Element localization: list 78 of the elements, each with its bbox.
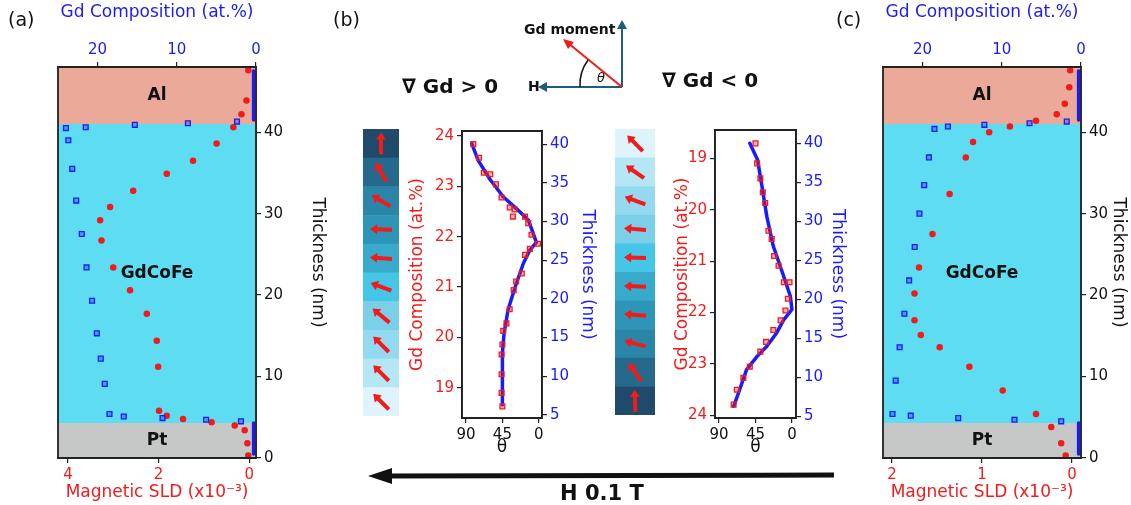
- y-tick-label: 40: [264, 122, 284, 141]
- y2-tick-label: 20: [550, 288, 570, 307]
- text: Gd moment: [524, 21, 616, 37]
- y-tick-label: 20: [434, 327, 454, 346]
- y-tick-label: 23: [687, 353, 707, 372]
- x2-axis-title: Gd Composition (at.%): [885, 0, 1079, 21]
- x-axis-title: Magnetic SLD (x10⁻³): [890, 481, 1074, 502]
- x2-tick-label: 10: [167, 39, 187, 58]
- x-tick-label: 2: [153, 464, 164, 483]
- y2-tick-label: 10: [804, 367, 824, 386]
- y-axis-title: Thickness (nm): [309, 196, 330, 328]
- band-label: GdCoFe: [120, 261, 194, 282]
- y-tick-label: 21: [687, 251, 707, 270]
- y2-tick-label: 30: [550, 211, 570, 230]
- x2-tick-label: 0: [1076, 39, 1086, 58]
- x2-tick-label: 0: [251, 39, 261, 58]
- band-label: Pt: [146, 428, 168, 449]
- y-tick-label: 22: [434, 226, 454, 245]
- y2-tick-label: 40: [550, 134, 570, 153]
- y-tick-label: 19: [434, 377, 454, 396]
- y-tick-label: 20: [687, 199, 707, 218]
- y-tick-label: 24: [434, 125, 454, 144]
- text: θ: [597, 70, 605, 85]
- x-tick-label: 4: [63, 464, 73, 483]
- y-tick-label: 20: [264, 284, 284, 303]
- y2-tick-label: 40: [804, 133, 824, 152]
- chart-title: ∇ Gd < 0: [661, 68, 759, 92]
- x-tick-label: 0: [787, 424, 797, 443]
- x2-tick-label: 10: [992, 39, 1012, 58]
- text: (b): [333, 8, 360, 30]
- y-axis-title: Gd Composition (at.%): [405, 178, 426, 371]
- y2-tick-label: 15: [804, 328, 824, 347]
- y-tick-label: 10: [1089, 366, 1109, 385]
- x-tick-label: 2: [887, 464, 897, 483]
- y-tick-label: 24: [687, 405, 707, 424]
- x-tick-label: 90: [709, 424, 729, 443]
- x-tick-label: 1: [977, 464, 987, 483]
- y-tick-label: 22: [687, 302, 707, 321]
- y-tick-label: 0: [264, 447, 274, 466]
- y2-tick-label: 10: [550, 366, 570, 385]
- y-tick-label: 10: [264, 366, 284, 385]
- text: H: [528, 78, 540, 94]
- band-label: Al: [147, 83, 167, 104]
- x-tick-label: 0: [244, 464, 254, 483]
- x2-tick-label: 20: [88, 39, 108, 58]
- band-label: GdCoFe: [945, 261, 1019, 282]
- y2-tick-label: 25: [804, 250, 824, 269]
- y2-tick-label: 25: [550, 250, 570, 269]
- x-axis-title: Magnetic SLD (x10⁻³): [65, 481, 249, 502]
- x-tick-label: 90: [456, 424, 476, 443]
- band-label: Pt: [971, 428, 993, 449]
- y-tick-label: 40: [1089, 122, 1109, 141]
- y2-tick-label: 15: [550, 327, 570, 346]
- y2-tick-label: 20: [804, 289, 824, 308]
- x-tick-label: 0: [1067, 464, 1077, 483]
- chart-title: ∇ Gd > 0: [401, 74, 499, 98]
- y-tick-label: 20: [1089, 284, 1109, 303]
- y2-tick-label: 5: [804, 406, 814, 425]
- y-tick-label: 21: [434, 276, 454, 295]
- x2-tick-label: 20: [913, 39, 933, 58]
- y-axis-title: Thickness (nm): [1110, 196, 1131, 328]
- y2-tick-label: 30: [804, 211, 824, 230]
- y-tick-label: 30: [1089, 203, 1109, 222]
- text: (a): [8, 8, 35, 30]
- y2-axis-title: Thickness (nm): [579, 208, 600, 340]
- y-tick-label: 30: [264, 203, 284, 222]
- band-label: Al: [972, 83, 992, 104]
- x2-axis-title: Gd Composition (at.%): [60, 0, 254, 21]
- y-tick-label: 0: [1089, 447, 1099, 466]
- y-tick-label: 23: [434, 176, 454, 195]
- y2-tick-label: 35: [804, 172, 824, 191]
- y-tick-label: 19: [687, 148, 707, 167]
- x-tick-label: 0: [533, 424, 544, 443]
- text: H 0.1 T: [560, 481, 644, 505]
- y2-tick-label: 35: [550, 172, 570, 191]
- y2-axis-title: Thickness (nm): [829, 207, 850, 340]
- text: (c): [836, 8, 862, 30]
- y2-tick-label: 5: [550, 404, 560, 423]
